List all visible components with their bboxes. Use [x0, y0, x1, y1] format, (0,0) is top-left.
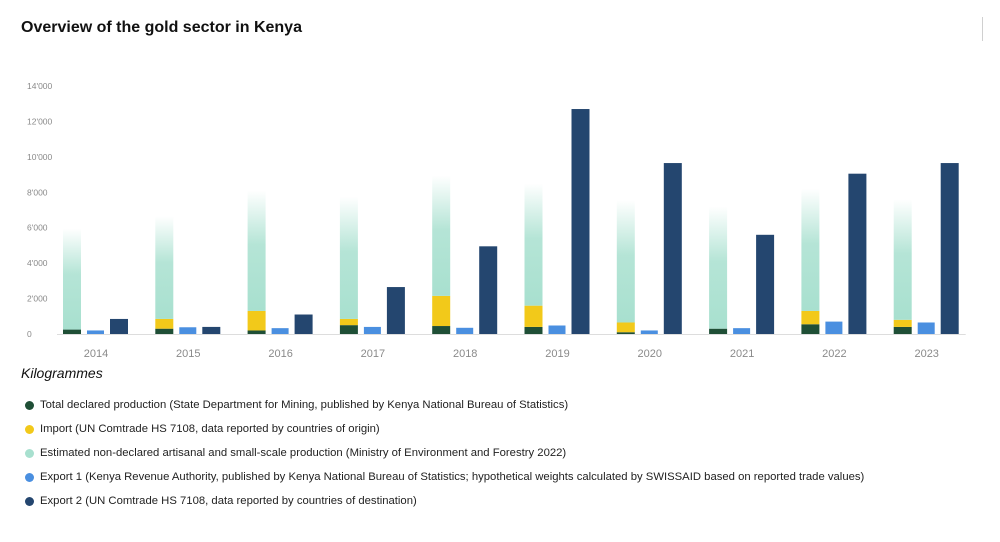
bar-non-declared-production — [801, 188, 820, 311]
bar-non-declared-production — [339, 196, 358, 319]
legend-label: Estimated non-declared artisanal and sma… — [40, 447, 567, 459]
bar-chart: 02'0004'0006'0008'00010'00012'00014'000 … — [27, 81, 966, 360]
bar-export-1 — [271, 328, 289, 334]
x-axis: 2014 2015 2016 2017 2018 2019 2020 2021 2022 2023 — [57, 334, 966, 360]
bar-non-declared-production — [524, 183, 543, 306]
x-tick-label: 2019 — [545, 348, 569, 360]
bar-export-2 — [386, 287, 405, 334]
y-tick-label: 6'000 — [27, 223, 48, 233]
bar-declared-production — [893, 326, 912, 334]
y-tick-label: 8'000 — [27, 187, 48, 197]
bar-declared-production — [339, 325, 358, 334]
bar-export-2 — [202, 326, 221, 334]
y-tick-label: 10'000 — [27, 152, 53, 162]
bar-non-declared-production — [616, 200, 635, 323]
legend-swatch — [25, 472, 34, 482]
bar-export-2 — [479, 246, 498, 334]
bar-non-declared-production — [63, 228, 81, 330]
legend-label: Export 2 (UN Comtrade HS 7108, data repo… — [40, 495, 417, 507]
x-tick-label: 2015 — [176, 348, 200, 360]
bar-import — [339, 318, 358, 326]
legend-item-export-1: Export 1 (Kenya Revenue Authority, publi… — [25, 465, 864, 489]
bar-declared-production — [801, 324, 820, 334]
bar-declared-production — [524, 326, 543, 334]
y-tick-label: 0 — [27, 329, 32, 339]
x-tick-label: 2022 — [822, 348, 846, 360]
chart-title: Overview of the gold sector in Kenya — [21, 19, 302, 36]
bar-export-2 — [110, 318, 128, 334]
legend-swatch — [25, 400, 34, 410]
y-axis: 0 2'000 4'000 6'000 8'000 10'000 12'000 14'000 — [27, 81, 53, 339]
bar-export-2 — [940, 163, 959, 334]
y-tick-label: 12'000 — [27, 116, 53, 126]
x-tick-label: 2014 — [84, 348, 108, 360]
bar-export-2 — [848, 173, 867, 334]
y-tick-label: 4'000 — [27, 258, 48, 268]
bar-export-1 — [548, 325, 566, 334]
bar-export-1 — [733, 328, 751, 334]
bar-declared-production — [709, 328, 728, 334]
bar-declared-production — [63, 329, 81, 334]
x-tick-label: 2021 — [730, 348, 754, 360]
bar-export-2 — [294, 314, 313, 334]
legend-swatch — [25, 424, 34, 434]
bar-export-1 — [456, 327, 474, 334]
bar-declared-production — [432, 326, 451, 334]
bar-export-1 — [179, 327, 197, 334]
bar-export-1 — [363, 326, 381, 334]
bars — [63, 109, 959, 335]
legend-item-declared-production: Total declared production (State Departm… — [25, 393, 864, 417]
unit-label: Kilogrammes — [21, 365, 103, 381]
legend-swatch — [25, 496, 34, 506]
bar-non-declared-production — [709, 206, 728, 329]
legend-item-export-2: Export 2 (UN Comtrade HS 7108, data repo… — [25, 489, 864, 513]
divider — [982, 17, 983, 41]
bar-declared-production — [616, 332, 635, 334]
y-tick-label: 14'000 — [27, 81, 53, 91]
x-tick-label: 2023 — [914, 348, 938, 360]
x-tick-label: 2017 — [361, 348, 385, 360]
bar-export-2 — [571, 109, 590, 335]
bar-non-declared-production — [432, 175, 451, 296]
legend-swatch — [25, 448, 34, 458]
legend-label: Export 1 (Kenya Revenue Authority, publi… — [40, 471, 865, 483]
bar-import — [432, 295, 451, 327]
legend-item-non-declared-production: Estimated non-declared artisanal and sma… — [25, 441, 864, 465]
legend-label: Import (UN Comtrade HS 7108, data report… — [40, 423, 380, 435]
bar-non-declared-production — [893, 199, 912, 320]
bar-non-declared-production — [155, 216, 174, 319]
x-tick-label: 2016 — [268, 348, 292, 360]
legend: Total declared production (State Departm… — [25, 393, 864, 513]
bar-import — [616, 322, 635, 333]
x-tick-label: 2020 — [638, 348, 662, 360]
bar-export-2 — [663, 163, 682, 334]
bar-import — [155, 318, 174, 329]
x-tick-label: 2018 — [453, 348, 477, 360]
bar-export-1 — [87, 330, 104, 334]
bar-import — [801, 310, 820, 325]
legend-label: Total declared production (State Departm… — [40, 399, 569, 411]
bar-non-declared-production — [247, 190, 266, 311]
bar-export-1 — [917, 322, 935, 334]
bar-declared-production — [247, 330, 266, 334]
bar-import — [893, 319, 912, 327]
bar-import — [247, 310, 266, 331]
bar-declared-production — [155, 328, 174, 334]
bar-import — [524, 305, 543, 327]
legend-item-import: Import (UN Comtrade HS 7108, data report… — [25, 417, 864, 441]
bar-export-1 — [640, 330, 658, 334]
bar-export-1 — [825, 321, 843, 334]
bar-export-2 — [756, 234, 775, 334]
y-tick-label: 2'000 — [27, 294, 48, 304]
